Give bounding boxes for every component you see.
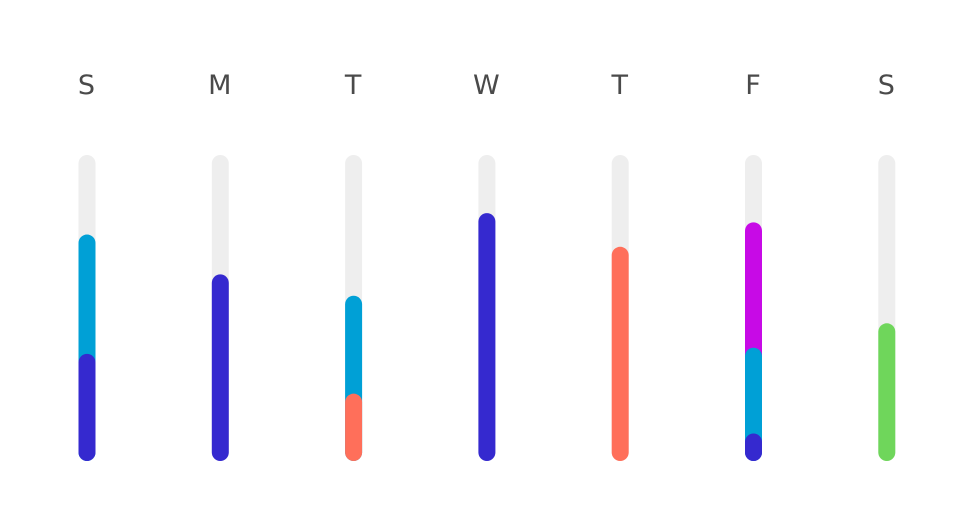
day-label-6: S [878, 70, 896, 101]
bars-group [78, 155, 896, 461]
bar-4-segment-0 [611, 246, 629, 461]
day-label-3: W [473, 70, 501, 101]
bar-5-segment-0 [745, 433, 762, 461]
bar-2-segment-0 [345, 393, 363, 461]
bar-1-segment-0 [211, 274, 229, 461]
day-label-0: S [78, 70, 96, 101]
day-label-2: T [344, 70, 363, 101]
day-label-4: T [610, 70, 629, 101]
bar-3-segment-0 [478, 213, 496, 461]
bar-6-segment-0 [878, 323, 896, 461]
bar-0-segment-0 [78, 353, 96, 461]
bar-5-segment-1 [745, 347, 762, 461]
day-label-5: F [745, 70, 762, 101]
day-label-1: M [208, 70, 232, 101]
